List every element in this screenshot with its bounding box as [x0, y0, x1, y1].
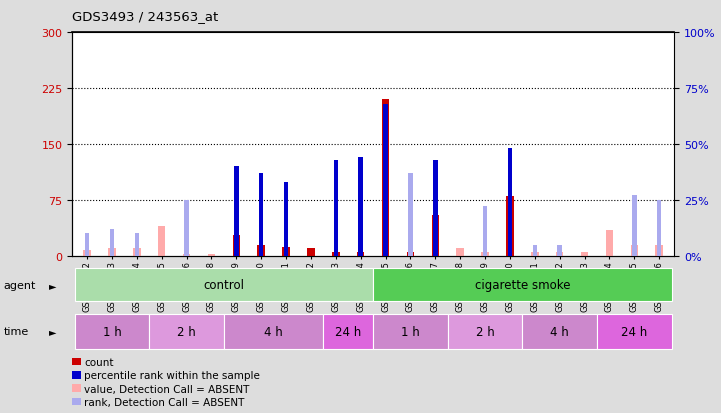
Bar: [283, 248, 290, 256]
Bar: [74, 314, 149, 349]
Bar: [334, 160, 338, 256]
Text: rank, Detection Call = ABSENT: rank, Detection Call = ABSENT: [84, 397, 244, 407]
Bar: [433, 160, 438, 256]
Text: agent: agent: [4, 280, 36, 290]
Bar: [110, 229, 114, 256]
Text: 1 h: 1 h: [401, 325, 420, 338]
Bar: [382, 100, 389, 256]
Bar: [234, 167, 239, 256]
Text: percentile rank within the sample: percentile rank within the sample: [84, 370, 260, 380]
Bar: [84, 251, 91, 256]
Bar: [531, 252, 539, 256]
Bar: [85, 234, 89, 256]
Bar: [483, 207, 487, 256]
Bar: [432, 215, 439, 256]
Text: cigarette smoke: cigarette smoke: [474, 278, 570, 292]
Bar: [208, 254, 215, 256]
Text: 1 h: 1 h: [102, 325, 121, 338]
Text: 24 h: 24 h: [622, 325, 647, 338]
Bar: [523, 314, 597, 349]
Bar: [357, 252, 364, 256]
Text: control: control: [203, 278, 244, 292]
Text: ►: ►: [49, 326, 56, 337]
Bar: [257, 246, 265, 256]
Text: value, Detection Call = ABSENT: value, Detection Call = ABSENT: [84, 384, 249, 394]
Bar: [74, 268, 373, 301]
Bar: [384, 104, 388, 256]
Bar: [373, 268, 672, 301]
Bar: [597, 314, 672, 349]
Bar: [373, 314, 448, 349]
Bar: [533, 245, 537, 256]
Bar: [631, 245, 638, 256]
Bar: [233, 235, 240, 256]
Bar: [556, 252, 563, 256]
Bar: [183, 254, 190, 256]
Text: 2 h: 2 h: [476, 325, 495, 338]
Bar: [506, 197, 513, 256]
Bar: [557, 245, 562, 256]
Text: time: time: [4, 326, 29, 337]
Bar: [158, 226, 165, 256]
Bar: [508, 149, 512, 256]
Text: GDS3493 / 243563_at: GDS3493 / 243563_at: [72, 10, 218, 23]
Bar: [581, 252, 588, 256]
Text: 4 h: 4 h: [550, 325, 569, 338]
Bar: [307, 249, 314, 256]
Bar: [408, 173, 412, 256]
Bar: [448, 314, 523, 349]
Bar: [606, 230, 613, 256]
Text: ►: ►: [49, 280, 56, 290]
Bar: [456, 249, 464, 256]
Bar: [407, 252, 414, 256]
Bar: [323, 314, 373, 349]
Bar: [632, 196, 637, 256]
Bar: [284, 183, 288, 256]
Bar: [358, 158, 363, 256]
Bar: [185, 200, 189, 256]
Text: 2 h: 2 h: [177, 325, 196, 338]
Text: 4 h: 4 h: [264, 325, 283, 338]
Text: 24 h: 24 h: [335, 325, 361, 338]
Bar: [655, 245, 663, 256]
Bar: [149, 314, 224, 349]
Bar: [259, 173, 263, 256]
Bar: [108, 249, 115, 256]
Bar: [133, 249, 141, 256]
Bar: [482, 252, 489, 256]
Bar: [332, 252, 340, 256]
Bar: [224, 314, 323, 349]
Bar: [657, 200, 661, 256]
Bar: [135, 234, 139, 256]
Text: count: count: [84, 357, 114, 367]
